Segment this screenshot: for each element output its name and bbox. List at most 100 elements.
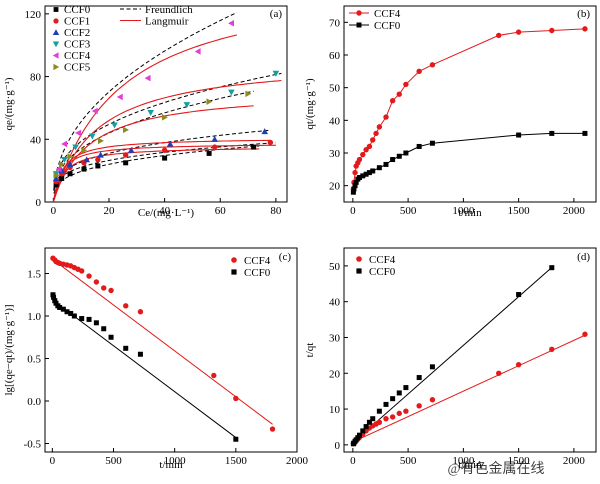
data-point-ccf4 [496,370,502,376]
legend-label: CCF5 [64,62,91,74]
x-tick-label: 500 [400,455,417,467]
data-point-ccf0 [549,130,555,136]
data-point-ccf2 [83,156,91,163]
fit-lines [52,258,273,438]
legend-marker [52,41,60,48]
data-point-ccf0 [162,155,168,161]
x-tick-label: 1500 [225,455,248,467]
y-tick-label: 0 [36,197,42,209]
legend-marker [356,268,362,274]
x-tick-label: 1500 [508,205,531,217]
data-point-ccf4 [376,124,383,130]
legend-marker [52,52,59,59]
data-point-ccf2 [127,146,135,153]
data-point-ccf3 [272,70,280,77]
y-tick-label: 50 [329,83,341,95]
data-point-ccf2 [52,175,60,182]
y-tick-label: -0.5 [24,439,42,451]
data-point-ccf0 [60,306,66,312]
legend-marker [231,269,237,275]
x-tick-label: 500 [400,205,417,217]
watermark-text: @有色金属在线 [448,460,545,477]
legend-marker [53,18,59,24]
legend-label: CCF2 [64,27,90,39]
x-tick-label: 0 [50,455,56,467]
data-point-ccf0 [233,436,239,442]
data-point-ccf0 [370,416,376,422]
data-point-ccf4 [376,419,383,425]
data-point-ccf4 [403,81,409,88]
data-point-ccf4 [363,147,369,153]
legend-label: Langmuir [145,16,189,28]
data-point-ccf4 [144,74,151,82]
x-axis-label: t/min [458,207,482,219]
data-point-ccf4 [137,309,144,315]
panel-label: (b) [577,8,590,20]
data-point-ccf4 [194,48,201,55]
data-point-ccf0 [549,265,555,271]
x-tick-label: 1000 [452,455,475,467]
data-point-ccf0 [360,428,366,434]
kinetics-panel-b: 0 500 1000 1500 2000 20 30 40 50 60 70 (b) t/min qt/(… [304,5,597,219]
data-point-ccf0 [383,401,389,407]
freundlich-curve [53,90,254,191]
pseudo-first-order-panel-c: 0 500 1000 1500 2000 -0.5 0.0 0.5 1.0 1.5 (c) t/min… [3,247,309,471]
data-point-ccf2 [211,135,218,142]
y-axis-label: lg[(qe−qt)/(mg·g⁻¹)] [3,304,15,395]
data-point-ccf4 [515,29,522,35]
legend-label: Freundlich [145,4,193,16]
data-point-ccf0 [516,292,522,298]
data-point-ccf5 [67,153,74,160]
data-point-ccf4 [116,93,123,101]
data-point-ccf3 [111,122,118,129]
data-point-ccf4 [383,416,389,422]
data-point-ccf3 [183,102,191,109]
data-point-ccf2 [58,167,65,174]
data-point-ccf0 [101,326,107,332]
data-point-ccf2 [166,140,174,147]
data-point-ccf1 [161,147,168,153]
x-tick-label: 2000 [286,455,309,467]
data-point-ccf3 [88,133,96,140]
legend-label: CCF0 [374,20,401,32]
data-point-ccf4 [429,397,436,403]
plot-frame [343,5,597,203]
legend-marker [356,22,362,28]
data-point-ccf4 [496,32,502,39]
y-tick-label: 0.0 [27,396,41,408]
plot-frame [343,247,597,453]
legend-label: CCF3 [64,39,91,51]
data-point-ccf0 [79,316,85,322]
legend-marker [356,256,362,262]
plot-frame [44,5,288,203]
data-point-ccf0 [376,165,382,171]
data-point-ccf0 [356,432,362,438]
y-tick-label: 60 [329,50,341,62]
data-point-ccf5 [123,126,129,134]
plot-frame [44,247,298,453]
data-point-ccf0 [108,334,114,340]
data-point-ccf0 [71,313,77,319]
data-point-ccf0 [67,171,73,177]
data-point-ccf4 [396,410,402,417]
data-point-ccf1 [267,139,274,146]
x-axis-label: t/min [159,459,183,471]
data-point-ccf0 [52,298,58,304]
data-point-ccf0 [376,408,382,414]
data-point-ccf4 [549,27,555,34]
data-point-ccf0 [59,175,65,181]
y-tick-label: 0 [335,440,341,452]
data-point-ccf4 [396,91,402,97]
data-point-ccf0 [366,419,372,425]
data-point-ccf4 [123,303,129,309]
data-point-ccf4 [389,98,396,104]
y-tick-label: 30 [329,148,341,160]
data-point-ccf0 [123,345,129,351]
x-tick-label: 500 [105,455,122,467]
y-tick-label: 1.0 [27,311,41,323]
data-point-ccf0 [53,300,59,306]
data-point-ccf4 [366,143,373,150]
data-point-ccf4 [549,346,555,352]
data-point-ccf3 [147,109,155,116]
